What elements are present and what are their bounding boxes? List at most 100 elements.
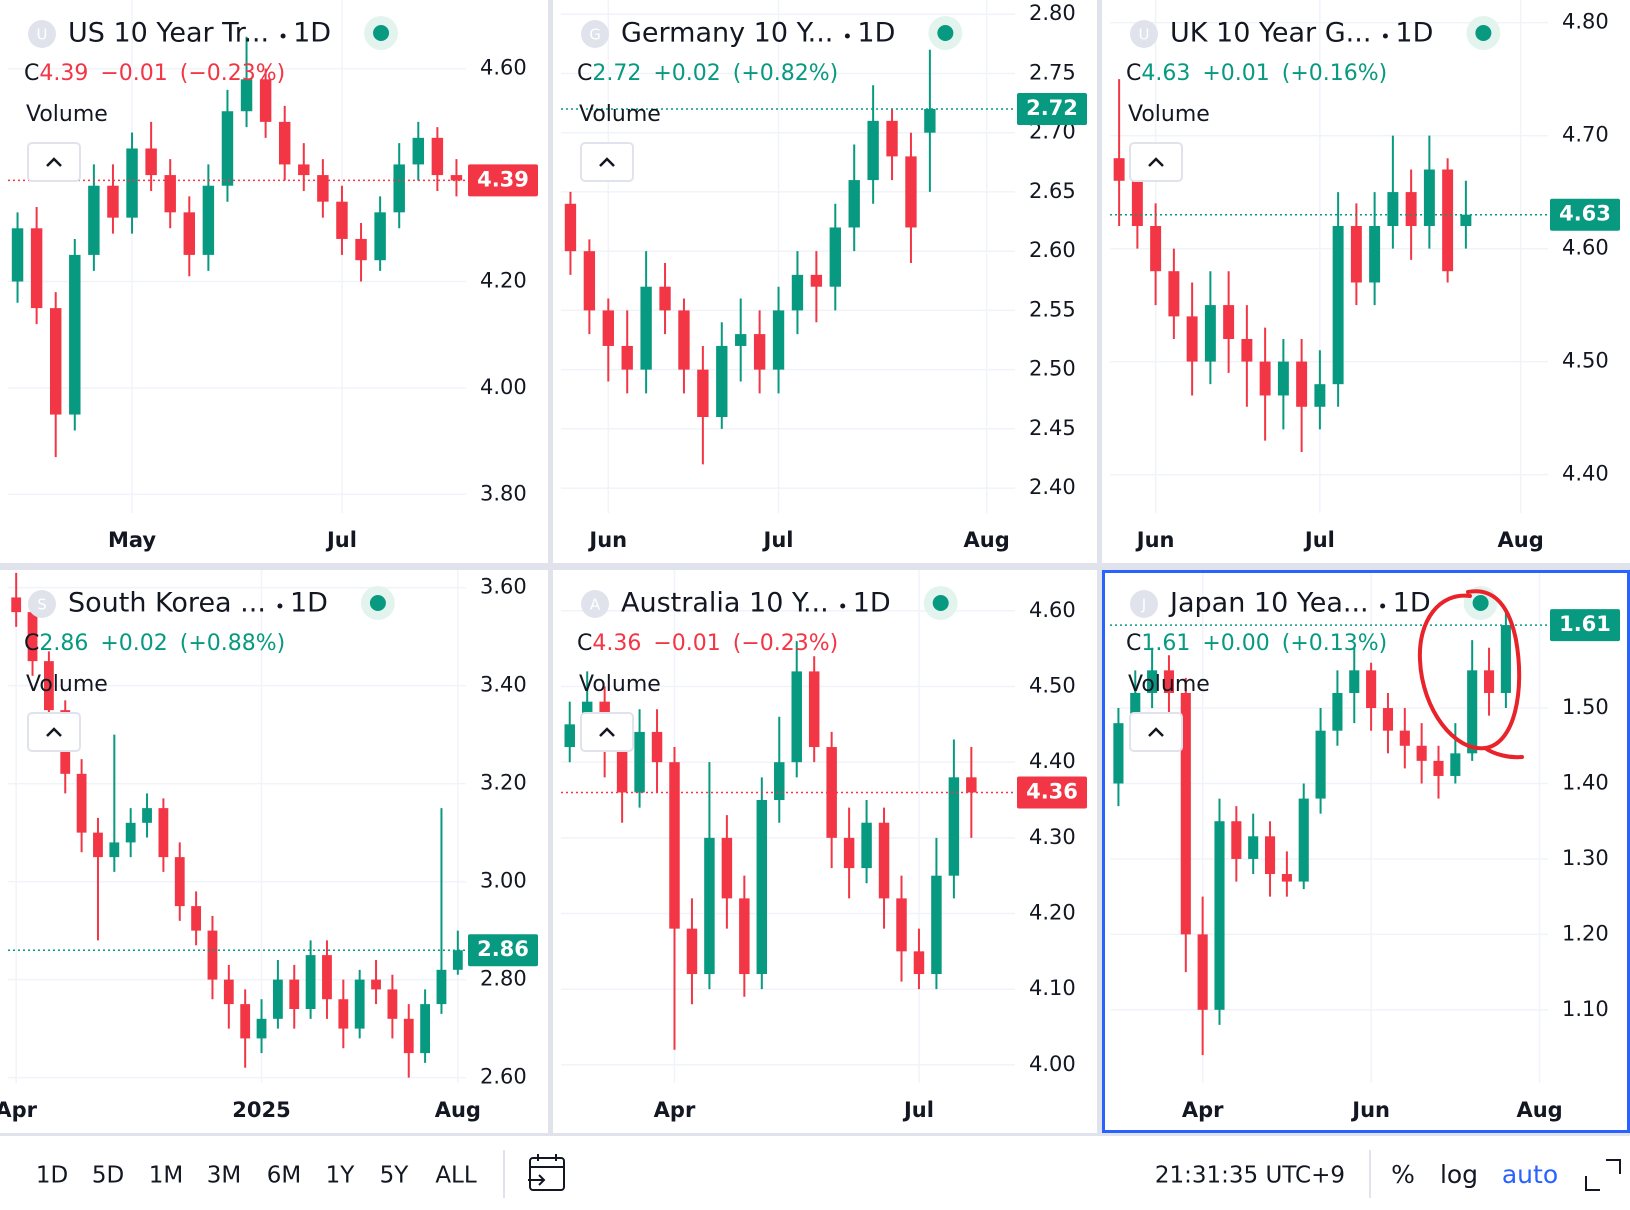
chevron bbox=[599, 727, 615, 737]
range-button[interactable]: 6M bbox=[267, 1163, 301, 1189]
candle-body bbox=[1241, 338, 1253, 362]
y-tick-label: 2.40 bbox=[1029, 475, 1076, 499]
candle-body bbox=[289, 979, 300, 1010]
y-tick-label: 2.60 bbox=[480, 1065, 527, 1089]
panel-background bbox=[553, 0, 1097, 563]
candle-body bbox=[678, 310, 690, 370]
candle-body bbox=[412, 137, 425, 165]
symbol-icon bbox=[1130, 20, 1158, 48]
interval: 1D bbox=[290, 588, 328, 619]
ohlc-change-pct: (−0.23%) bbox=[733, 631, 839, 656]
candle-body bbox=[905, 156, 917, 228]
candle-body bbox=[164, 175, 176, 213]
collapse-button[interactable] bbox=[1129, 712, 1183, 752]
range-button[interactable]: 1M bbox=[149, 1163, 183, 1189]
symbol-icon bbox=[581, 20, 609, 48]
candle-body bbox=[686, 928, 698, 975]
x-tick-label: Aug bbox=[1516, 1098, 1562, 1122]
range-button[interactable]: ALL bbox=[435, 1163, 477, 1189]
candle-body bbox=[259, 79, 272, 122]
y-tick-label: 4.40 bbox=[1562, 462, 1609, 486]
plot bbox=[561, 570, 1015, 1083]
collapse-button[interactable] bbox=[580, 712, 634, 752]
y-tick-label: 4.30 bbox=[1029, 825, 1076, 849]
y-tick-label: 1.10 bbox=[1562, 997, 1609, 1021]
candle-body bbox=[583, 251, 596, 311]
candle-body bbox=[387, 989, 398, 1019]
candle-body bbox=[735, 334, 747, 346]
symbol-letter: S bbox=[37, 596, 47, 614]
x-tick-label: Jul bbox=[762, 528, 794, 552]
candle-body bbox=[634, 731, 645, 793]
y-tick-label: 4.10 bbox=[1029, 976, 1076, 1000]
plot bbox=[8, 0, 466, 513]
scale-option[interactable]: auto bbox=[1502, 1160, 1558, 1189]
candle-body bbox=[240, 1004, 251, 1039]
ohlc-change-pct: (+0.82%) bbox=[733, 61, 839, 86]
toolbar bbox=[0, 1136, 1630, 1210]
separator-dot bbox=[844, 33, 850, 39]
y-tick-label: 4.50 bbox=[1562, 349, 1609, 373]
candle-body bbox=[1223, 305, 1235, 339]
y-tick-label: 4.40 bbox=[1029, 749, 1076, 773]
candle-body bbox=[278, 121, 291, 165]
volume-label: Volume bbox=[26, 672, 108, 697]
candle-body bbox=[452, 950, 463, 970]
chart-panel: 1.10 1.20 1.30 1.40 1.50 Apr Jun Aug 1.61 J Japan … bbox=[1102, 570, 1630, 1133]
y-tick-label: 4.60 bbox=[480, 56, 527, 80]
y-tick-label: 2.80 bbox=[1029, 1, 1076, 25]
symbol-letter: G bbox=[589, 26, 601, 44]
ohlc-change-pct: (+0.13%) bbox=[1282, 631, 1388, 656]
chart-title: US 10 Year Tr... bbox=[68, 18, 269, 49]
x-tick-label: Jun bbox=[1350, 1098, 1390, 1122]
candle-body bbox=[810, 274, 823, 287]
plot bbox=[8, 570, 466, 1083]
date-range-button[interactable] bbox=[528, 1154, 565, 1191]
candle-body bbox=[1168, 271, 1180, 317]
x-tick-label: Jul bbox=[902, 1098, 934, 1122]
collapse-button[interactable] bbox=[27, 142, 81, 182]
ohlc-change: +0.00 bbox=[1202, 631, 1269, 656]
fullscreen-button[interactable] bbox=[1585, 1159, 1621, 1191]
candle-body bbox=[1231, 821, 1242, 859]
collapse-button[interactable] bbox=[27, 712, 81, 752]
price-label: 1.61 bbox=[1559, 612, 1611, 636]
candle-body bbox=[1315, 730, 1326, 799]
y-tick-label: 4.60 bbox=[1562, 236, 1609, 260]
candle-body bbox=[11, 597, 22, 613]
collapse-button[interactable] bbox=[580, 142, 634, 182]
candle-body bbox=[913, 951, 925, 975]
candle-body bbox=[183, 212, 196, 255]
candle-body bbox=[256, 1018, 267, 1039]
interval: 1D bbox=[293, 18, 331, 49]
candle-body bbox=[30, 228, 43, 309]
scale-option[interactable]: log bbox=[1440, 1160, 1478, 1189]
candle-body bbox=[1296, 361, 1308, 407]
ohlc-last-prefix: C bbox=[24, 631, 39, 656]
collapse-button[interactable] bbox=[1129, 142, 1183, 182]
ohlc-change: +0.01 bbox=[1202, 61, 1269, 86]
candle-body bbox=[125, 822, 136, 843]
candle-body bbox=[88, 185, 100, 255]
range-button[interactable]: 1D bbox=[36, 1163, 68, 1189]
collapse-box bbox=[1129, 712, 1183, 752]
range-button[interactable]: 5D bbox=[92, 1163, 124, 1189]
price-label-box bbox=[1017, 92, 1087, 125]
price-label-box bbox=[468, 164, 538, 197]
range-button[interactable]: 1Y bbox=[326, 1163, 356, 1189]
candle-body bbox=[76, 773, 87, 833]
candle-body bbox=[1366, 670, 1377, 709]
candle-body bbox=[721, 837, 733, 899]
collapse-box bbox=[27, 142, 81, 182]
interval: 1D bbox=[1395, 18, 1433, 49]
y-tick-label: 2.45 bbox=[1029, 416, 1076, 440]
range-button[interactable]: 3M bbox=[207, 1163, 241, 1189]
x-tick-label: Apr bbox=[654, 1098, 696, 1122]
candle-body bbox=[1416, 745, 1427, 761]
chevron bbox=[1148, 157, 1164, 167]
candle-body bbox=[886, 120, 898, 157]
candle-body bbox=[298, 164, 310, 176]
scale-option[interactable]: % bbox=[1391, 1160, 1415, 1189]
range-button[interactable]: 5Y bbox=[380, 1163, 410, 1189]
